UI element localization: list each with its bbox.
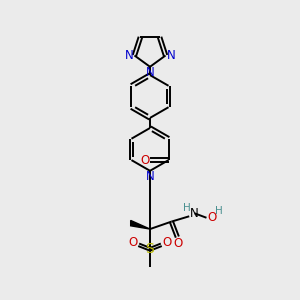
- Text: N: N: [190, 207, 199, 220]
- Text: O: O: [162, 236, 171, 249]
- Text: O: O: [207, 211, 216, 224]
- Text: S: S: [146, 242, 154, 256]
- Text: O: O: [129, 236, 138, 249]
- Text: N: N: [125, 49, 134, 62]
- Polygon shape: [131, 220, 150, 229]
- Text: O: O: [140, 154, 150, 166]
- Text: H: H: [183, 203, 191, 213]
- Text: O: O: [173, 236, 183, 250]
- Text: N: N: [146, 170, 154, 183]
- Text: N: N: [146, 66, 154, 79]
- Text: N: N: [167, 49, 175, 62]
- Text: H: H: [215, 206, 223, 216]
